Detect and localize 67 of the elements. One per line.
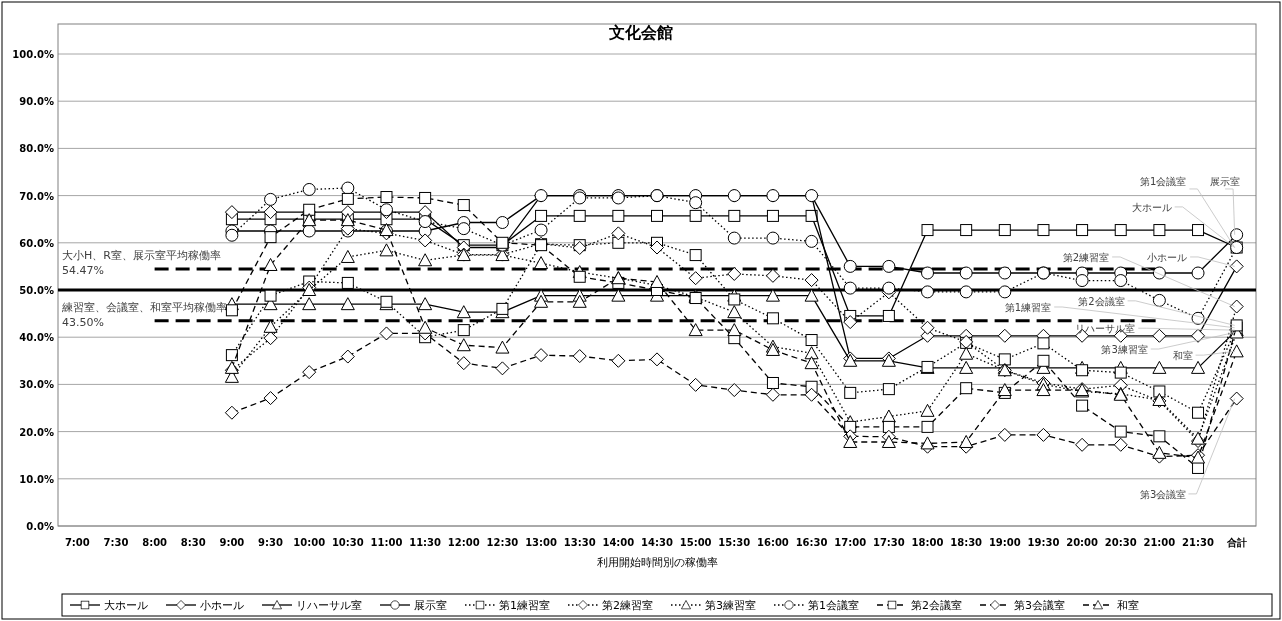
y-tick-label: 20.0% [19,426,54,438]
x-tick-label: 14:30 [641,537,673,548]
x-tick-label: 7:00 [64,537,90,548]
chart-title: 文化会館 [608,23,673,42]
legend-label: 小ホール [200,599,244,612]
x-tick-label: 12:00 [447,537,480,548]
text: 第2練習室 [1062,251,1110,263]
x-tick-label: 19:00 [988,537,1021,548]
x-tick-label: 9:00 [219,537,245,548]
x-tick-label: 13:00 [525,537,558,548]
y-tick-label: 60.0% [19,237,54,249]
y-tick-label: 10.0% [19,473,54,485]
ref-line-label: 練習室、会議室、和室平均稼働率 43.50% [61,300,227,329]
y-tick-label: 50.0% [19,285,54,296]
text: 小ホール [1147,251,1188,263]
x-tick-label: 11:30 [409,537,442,548]
x-tick-label: 14:00 [602,537,635,548]
x-tick-label: 15:30 [718,537,751,548]
legend-label: 和室 [1117,599,1139,612]
legend-label: 展示室 [414,599,447,612]
y-tick-label: 100.0% [12,49,54,60]
x-tick-label: 21:30 [1182,537,1214,548]
y-tick-label: 80.0% [19,143,54,155]
x-tick-label: 16:30 [795,537,828,548]
x-tick-label: 12:30 [486,537,519,548]
x-tick-label: 8:30 [180,537,206,548]
x-tick-label: 21:00 [1143,537,1176,548]
y-tick-label: 40.0% [19,332,54,344]
text: 第3会議室 [1140,488,1187,500]
legend-label: 第1会議室 [808,599,859,612]
x-tick-label: 9:30 [258,537,284,548]
x-tick-label: 10:30 [331,537,364,548]
legend-label: 第3会議室 [1014,599,1065,612]
text: 第1会議室 [1140,175,1187,187]
x-tick-label: 20:00 [1066,537,1099,548]
legend-label: 第2会議室 [911,599,962,612]
y-tick-label: 90.0% [19,96,54,108]
x-tick-label: 8:00 [142,537,168,548]
text: 和室 [1172,350,1193,362]
legend-label: 第2練習室 [602,599,653,612]
x-tick-label: 17:00 [834,537,867,548]
x-tick-label: 16:00 [757,537,789,548]
x-tick-label: 13:30 [563,537,596,548]
text: 第2会議室 [1078,295,1125,307]
legend-label: 第3練習室 [705,599,756,612]
legend-label: 大ホール [104,599,148,612]
x-tick-label: 18:00 [911,537,944,548]
x-tick-label: 10:00 [293,537,326,548]
y-tick-label: 70.0% [19,190,54,202]
x-tick-label: 19:30 [1027,537,1060,548]
text: 大ホール [1131,201,1172,213]
x-tick-label: 15:00 [679,537,712,548]
x-axis-title: 利用開始時間別の稼働率 [596,556,718,569]
x-tick-label: 7:30 [103,537,129,548]
text: 展示室 [1210,175,1241,187]
x-tick-label: 18:30 [950,537,983,548]
ref-line-label: 大小H、R室、展示室平均稼働率 54.47% [62,248,221,277]
y-tick-label: 0.0% [26,521,54,532]
x-tick-label: 20:30 [1104,537,1137,548]
y-tick-label: 30.0% [19,379,54,391]
x-tick-label: 11:00 [370,537,403,548]
x-tick-label: 合計 [1225,537,1247,548]
text: 第1練習室 [1004,301,1052,313]
legend-label: 第1練習室 [499,599,550,612]
x-tick-label: 17:30 [872,537,905,548]
text: 第3練習室 [1101,344,1148,355]
legend-label: リハーサル室 [296,599,362,612]
